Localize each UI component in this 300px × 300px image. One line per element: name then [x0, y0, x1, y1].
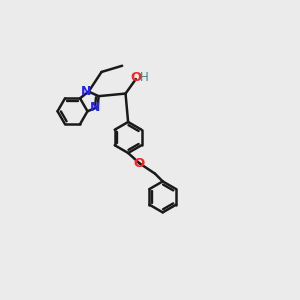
Text: O: O — [134, 157, 145, 170]
Text: N: N — [90, 101, 101, 114]
Text: H: H — [140, 70, 149, 83]
Text: O: O — [130, 70, 142, 83]
Text: N: N — [81, 85, 92, 98]
